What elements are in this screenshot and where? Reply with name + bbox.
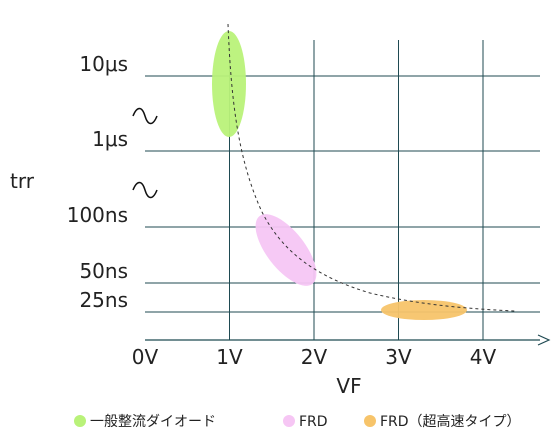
x-tick-label: 2V	[301, 345, 328, 369]
legend-label: FRD（超高速タイプ）	[380, 413, 521, 430]
x-tick-labels: 0V 1V 2V 3V 4V	[132, 345, 497, 369]
y-tick-label: 100ns	[67, 203, 128, 227]
grid	[145, 40, 551, 346]
legend-swatch	[364, 415, 376, 427]
x-tick-label: 3V	[385, 345, 412, 369]
legend-label: FRD	[299, 414, 328, 430]
axis-break-marks	[132, 107, 158, 199]
device-regions	[212, 31, 467, 320]
y-tick-label: 50ns	[79, 259, 128, 283]
y-tick-label: 10μs	[79, 52, 128, 76]
legend-label: 一般整流ダイオード	[90, 414, 216, 430]
x-tick-label: 0V	[132, 345, 159, 369]
axis-break-mark	[132, 181, 158, 199]
x-tick-label: 1V	[216, 345, 243, 369]
y-tick-label: 1μs	[92, 127, 128, 151]
region-3	[381, 300, 467, 320]
region-2	[255, 214, 317, 286]
legend-swatch	[74, 415, 86, 427]
x-axis-label: VF	[336, 374, 361, 398]
y-tick-label: 25ns	[79, 288, 128, 312]
legend: 一般整流ダイオード FRD FRD（超高速タイプ）	[74, 413, 521, 430]
y-axis-label: trr	[10, 169, 35, 193]
x-tick-label: 4V	[470, 345, 497, 369]
x-axis-arrow	[537, 334, 551, 346]
legend-swatch	[283, 415, 295, 427]
y-tick-labels: 10μs 1μs 100ns 50ns 25ns	[67, 52, 128, 312]
axis-break-mark	[132, 107, 158, 125]
region-1	[212, 31, 246, 137]
trend-curve	[227, 23, 516, 312]
